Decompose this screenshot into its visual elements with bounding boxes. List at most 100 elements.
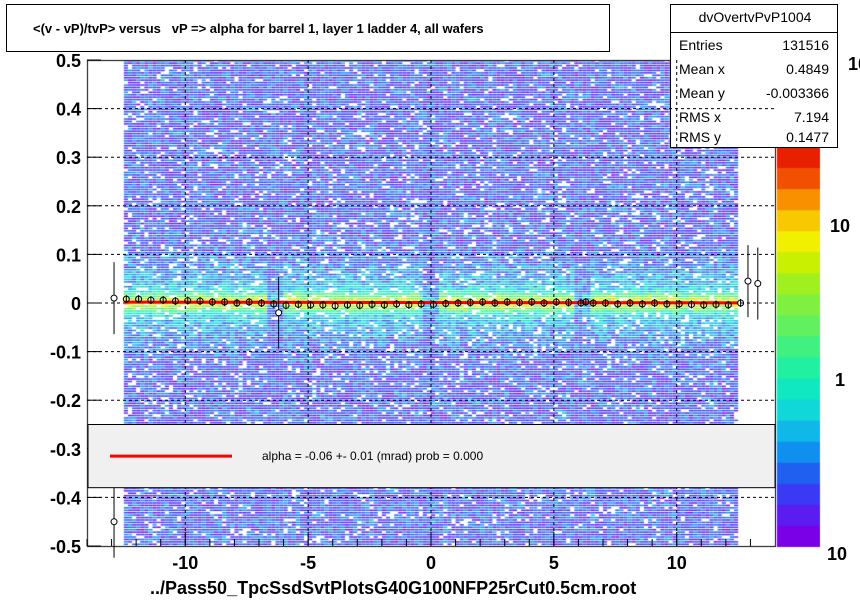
y-tick-label: 0.1	[56, 245, 81, 265]
profile-point	[712, 300, 720, 308]
stats-row-rms-y: RMS y 0.1477	[679, 129, 829, 145]
stats-value: 0.1477	[786, 129, 829, 145]
x-tick-label: -5	[300, 553, 316, 573]
profile-point	[380, 301, 388, 309]
profile-point	[110, 518, 118, 526]
stats-divider	[671, 32, 837, 33]
stats-value: 7.194	[793, 109, 829, 125]
profile-point	[171, 297, 179, 305]
profile-point	[319, 301, 327, 309]
profile-point	[582, 298, 590, 306]
profile-point	[503, 298, 511, 306]
profile-point	[577, 299, 585, 307]
stats-label: Mean y	[679, 85, 725, 101]
stats-label: Mean x	[679, 61, 725, 77]
profile-point	[744, 277, 752, 285]
y-tick-label: 0.2	[56, 197, 81, 217]
y-tick-label: 0.3	[56, 148, 81, 168]
x-axis-title: ../Pass50_TpcSsdSvtPlotsG40G100NFP25rCut…	[150, 578, 637, 598]
stats-box: dvOvertvPvP1004 Entries 131516 Mean x 0.…	[670, 4, 838, 148]
profile-point	[601, 299, 609, 307]
stats-label: Entries	[679, 37, 723, 53]
y-tick-label: 0	[71, 294, 81, 314]
z-tick-label: 10^2	[848, 54, 860, 74]
profile-point	[196, 297, 204, 305]
profile-point	[614, 300, 622, 308]
y-tick-label: -0.5	[50, 537, 81, 557]
y-tick-label: -0.3	[50, 440, 81, 460]
profile-point	[626, 299, 634, 307]
y-tick-label: 0.5	[56, 51, 81, 71]
profile-point	[754, 280, 762, 288]
profile-point	[343, 301, 351, 309]
stats-row-entries: Entries 131516	[679, 37, 829, 53]
chart-title: <(v - vP)/tvP> versus vP => alpha for ba…	[33, 21, 484, 36]
z-tick-label: 1	[835, 370, 845, 390]
profile-point	[233, 299, 241, 307]
stats-value: 131516	[782, 37, 829, 53]
z-tick-label: 10	[830, 216, 850, 236]
profile-point	[257, 299, 265, 307]
stats-label: RMS x	[679, 109, 721, 125]
profile-point	[442, 299, 450, 307]
profile-point	[122, 295, 130, 303]
y-tick-label: 0.4	[56, 100, 81, 120]
profile-point	[331, 302, 339, 310]
x-tick-label: 5	[549, 553, 559, 573]
x-tick-label: 10	[667, 553, 687, 573]
profile-point	[454, 299, 462, 307]
profile-point	[208, 298, 216, 306]
stats-row-rms-x: RMS x 7.194	[679, 109, 829, 125]
profile-point	[135, 295, 143, 303]
profile-point	[565, 299, 573, 307]
profile-point	[245, 298, 253, 306]
profile-point	[294, 300, 302, 308]
profile-point	[528, 298, 536, 306]
profile-point	[687, 300, 695, 308]
profile-point	[429, 300, 437, 308]
profile-point	[110, 294, 118, 302]
profile-point	[270, 300, 278, 308]
profile-point	[724, 301, 732, 309]
stats-label: RMS y	[679, 129, 721, 145]
profile-point	[307, 301, 315, 309]
profile-point	[638, 300, 646, 308]
profile-point	[417, 300, 425, 308]
profile-point	[737, 299, 745, 307]
profile-point	[147, 296, 155, 304]
profile-point	[700, 301, 708, 309]
stats-name: dvOvertvPvP1004	[698, 9, 812, 25]
profile-point	[221, 298, 229, 306]
stats-value: -0.003366	[765, 85, 829, 101]
profile-point	[663, 300, 671, 308]
profile-point	[405, 301, 413, 309]
y-tick-label: -0.1	[50, 343, 81, 363]
profile-point	[466, 299, 474, 307]
profile-point	[540, 299, 548, 307]
x-tick-label: 0	[426, 553, 436, 573]
profile-point	[184, 297, 192, 305]
profile-point	[282, 301, 290, 309]
profile-point	[368, 300, 376, 308]
stats-value: 0.4849	[786, 61, 829, 77]
profile-point	[675, 300, 683, 308]
profile-point	[356, 301, 364, 309]
profile-point	[479, 298, 487, 306]
profile-point	[491, 299, 499, 307]
stats-row-mean-y: Mean y -0.003366	[679, 85, 829, 101]
fit-legend-text: alpha = -0.06 +- 0.01 (mrad) prob = 0.00…	[262, 449, 483, 463]
profile-point	[589, 299, 597, 307]
y-tick-label: -0.4	[50, 488, 81, 508]
profile-point	[159, 296, 167, 304]
profile-point	[552, 298, 560, 306]
stats-row-mean-x: Mean x 0.4849	[679, 61, 829, 77]
title-box: <(v - vP)/tvP> versus vP => alpha for ba…	[6, 4, 610, 52]
profile-point	[393, 300, 401, 308]
profile-point	[515, 299, 523, 307]
profile-point	[651, 299, 659, 307]
y-tick-label: -0.2	[50, 391, 81, 411]
x-tick-label: -10	[172, 553, 198, 573]
profile-point	[275, 309, 283, 317]
z-tick-label: 10	[827, 544, 847, 564]
